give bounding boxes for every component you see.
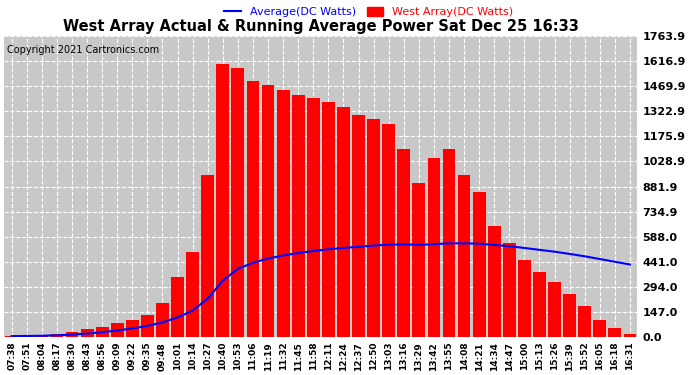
- Bar: [548, 282, 561, 337]
- Bar: [231, 68, 244, 337]
- Bar: [156, 303, 169, 337]
- Bar: [111, 323, 124, 337]
- Bar: [428, 158, 440, 337]
- Bar: [413, 183, 425, 337]
- Bar: [397, 149, 410, 337]
- Bar: [171, 277, 184, 337]
- Bar: [442, 149, 455, 337]
- Bar: [201, 175, 214, 337]
- Bar: [50, 333, 63, 337]
- Bar: [488, 226, 501, 337]
- Bar: [382, 124, 395, 337]
- Bar: [473, 192, 486, 337]
- Bar: [262, 85, 275, 337]
- Bar: [307, 98, 319, 337]
- Bar: [322, 102, 335, 337]
- Bar: [367, 118, 380, 337]
- Bar: [533, 272, 546, 337]
- Legend: Average(DC Watts), West Array(DC Watts): Average(DC Watts), West Array(DC Watts): [219, 3, 518, 22]
- Bar: [141, 315, 154, 337]
- Bar: [518, 260, 531, 337]
- Bar: [624, 334, 636, 337]
- Bar: [21, 336, 33, 337]
- Bar: [186, 252, 199, 337]
- Bar: [457, 175, 471, 337]
- Bar: [246, 81, 259, 337]
- Bar: [6, 336, 18, 337]
- Bar: [217, 64, 229, 337]
- Bar: [277, 90, 290, 337]
- Bar: [66, 332, 79, 337]
- Bar: [337, 107, 350, 337]
- Bar: [292, 95, 304, 337]
- Bar: [352, 115, 365, 337]
- Bar: [609, 328, 621, 337]
- Bar: [503, 243, 515, 337]
- Text: Copyright 2021 Cartronics.com: Copyright 2021 Cartronics.com: [7, 45, 159, 55]
- Bar: [593, 320, 607, 337]
- Bar: [81, 329, 94, 337]
- Bar: [578, 306, 591, 337]
- Title: West Array Actual & Running Average Power Sat Dec 25 16:33: West Array Actual & Running Average Powe…: [63, 19, 579, 34]
- Bar: [563, 294, 576, 337]
- Bar: [35, 335, 48, 337]
- Bar: [126, 320, 139, 337]
- Bar: [96, 327, 108, 337]
